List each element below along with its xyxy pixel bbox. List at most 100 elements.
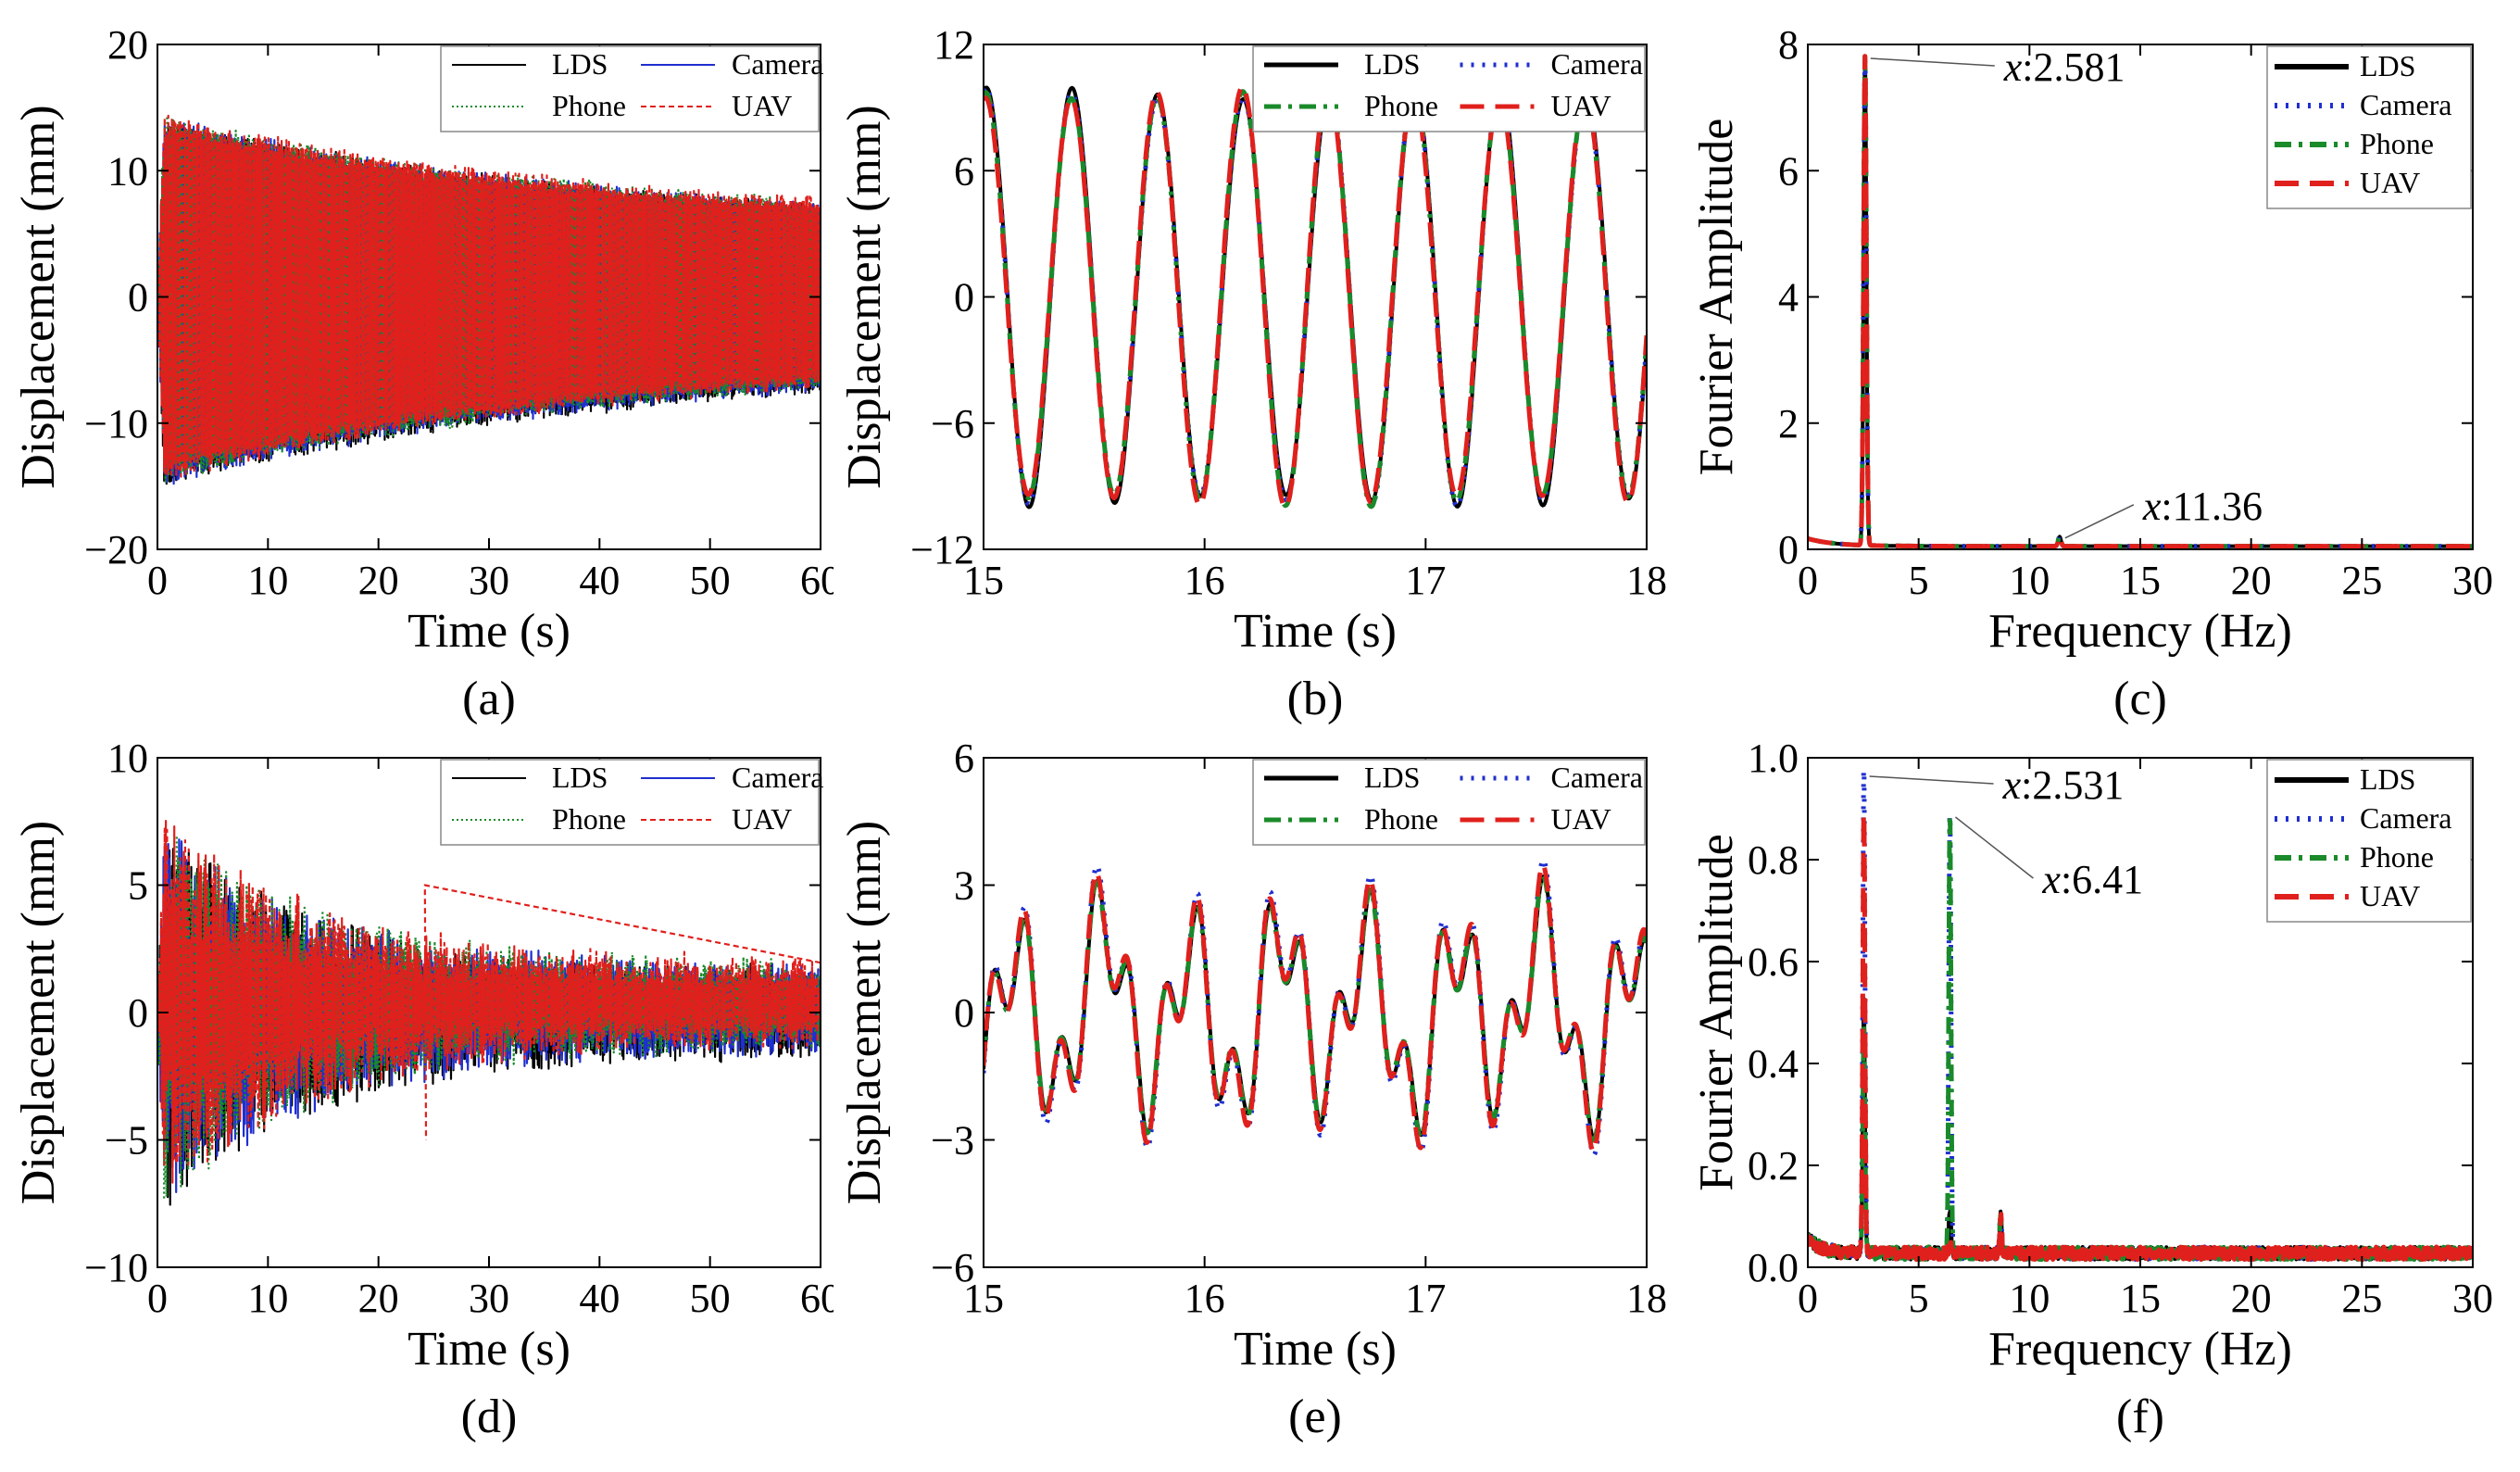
series-line-lds [1808, 997, 2473, 1262]
panel-caption: (e) [1288, 1390, 1342, 1443]
annotation-leader [1870, 57, 1995, 67]
y-tick-label: 0.0 [1748, 1245, 1799, 1290]
legend-label-uav: UAV [2360, 166, 2420, 199]
legend-label-lds: LDS [552, 47, 608, 81]
legend-box [1252, 45, 1646, 132]
x-tick-label: 60 [800, 1276, 834, 1321]
chart-panel-a: 0 10 20 30 40 50 60 20 10 0 −10 −20 Time (s) Displace… [12, 22, 834, 725]
legend-label-phone: Phone [1364, 89, 1438, 122]
y-tick-label: −6 [931, 401, 974, 447]
y-axis-label: Displacement (mm) [838, 821, 891, 1204]
x-tick-label: 16 [1185, 558, 1225, 603]
x-tick-label: 50 [690, 1276, 731, 1321]
plot-area-d [157, 820, 821, 1206]
x-axis-label: Time (s) [407, 1323, 570, 1376]
legend-label-lds: LDS [552, 761, 608, 794]
x-tick-label: 30 [469, 558, 509, 603]
y-tick-label: 3 [954, 863, 974, 909]
x-tick-label: 18 [1626, 1276, 1667, 1321]
legend-d: LDS Camera Phone UAV [440, 759, 824, 846]
legend-label-camera: Camera [1551, 761, 1644, 794]
legend-box [440, 759, 820, 846]
legend-label-uav: UAV [732, 802, 792, 836]
x-axis-label: Time (s) [1234, 1323, 1397, 1376]
legend-label-lds: LDS [1364, 761, 1420, 794]
y-tick-label: −10 [84, 401, 148, 447]
x-tick-label: 0 [1798, 1276, 1818, 1321]
y-tick-label: 1.0 [1748, 736, 1799, 781]
legend-b: LDS Camera Phone UAV [1252, 45, 1646, 132]
y-axis-label: Fourier Amplitude [1690, 119, 1743, 476]
y-tick-label: −10 [84, 1245, 148, 1290]
legend-label-camera: Camera [2360, 88, 2452, 121]
legend-e: LDS Camera Phone UAV [1252, 759, 1646, 846]
y-tick-label: 10 [107, 736, 148, 781]
x-tick-label: 10 [247, 1276, 288, 1321]
x-tick-label: 40 [579, 1276, 620, 1321]
legend-label-lds: LDS [2360, 49, 2415, 82]
y-tick-label: 0 [954, 990, 974, 1036]
y-tick-label: 8 [1778, 22, 1799, 68]
y-tick-label: −20 [84, 527, 148, 572]
annotation-label: x:2.531 [2002, 762, 2125, 808]
x-tick-label: 20 [2231, 1276, 2272, 1321]
series-line-uav [984, 862, 1647, 1154]
legend-label-camera: Camera [1551, 47, 1644, 81]
x-tick-label: 30 [2452, 558, 2493, 603]
x-tick-label: 0 [1798, 558, 1818, 603]
y-tick-label: 0.2 [1748, 1143, 1799, 1189]
legend-box [2266, 759, 2472, 923]
panel-caption: (f) [2116, 1390, 2164, 1443]
legend-label-lds: LDS [2360, 762, 2415, 796]
legend-a: LDS Camera Phone UAV [440, 45, 824, 132]
series-line-uav [157, 114, 821, 478]
x-axis-label: Frequency (Hz) [1988, 1323, 2292, 1376]
y-tick-label: 2 [1778, 401, 1799, 447]
x-tick-label: 18 [1626, 558, 1667, 603]
x-tick-label: 17 [1405, 1276, 1446, 1321]
x-axis-label: Time (s) [1234, 605, 1397, 658]
y-tick-label: 12 [934, 22, 974, 68]
x-tick-label: 10 [2009, 1276, 2050, 1321]
y-tick-label: 6 [954, 148, 974, 194]
legend-label-camera: Camera [732, 761, 824, 794]
x-axis-label: Frequency (Hz) [1988, 605, 2292, 658]
annotation-label: x:6.41 [2041, 857, 2143, 902]
y-tick-label: 5 [128, 863, 148, 909]
plot-area-b [984, 84, 1647, 510]
legend-label-phone: Phone [2360, 840, 2434, 874]
y-axis-label: Fourier Amplitude [1690, 834, 1743, 1191]
x-tick-label: 10 [2009, 558, 2050, 603]
legend-label-camera: Camera [732, 47, 824, 81]
y-tick-label: 6 [954, 736, 974, 781]
legend-f: LDS Camera Phone UAV [2266, 759, 2472, 923]
y-tick-label: 0.4 [1748, 1041, 1799, 1087]
series-line-uav [984, 84, 1647, 510]
x-tick-label: 50 [690, 558, 731, 603]
chart-panel-b: 15 16 17 18 12 6 0 −6 −12 Time (s) Displacement (m… [838, 22, 1667, 725]
x-tick-label: 15 [963, 1276, 1004, 1321]
panel-caption: (a) [462, 673, 516, 725]
legend-label-camera: Camera [2360, 801, 2452, 835]
x-axis-label: Time (s) [407, 605, 570, 658]
y-tick-label: 0 [1778, 527, 1799, 572]
y-tick-label: −12 [910, 527, 974, 572]
x-tick-label: 15 [2120, 1276, 2161, 1321]
legend-label-uav: UAV [1551, 89, 1611, 122]
x-tick-label: 5 [1909, 1276, 1929, 1321]
x-tick-label: 0 [147, 1276, 168, 1321]
y-tick-label: 0.8 [1748, 837, 1799, 883]
legend-label-phone: Phone [552, 802, 626, 836]
legend-label-uav: UAV [1551, 802, 1611, 836]
x-tick-label: 20 [2231, 558, 2272, 603]
x-tick-label: 25 [2341, 558, 2382, 603]
y-axis-label: Displacement (mm) [12, 821, 65, 1204]
x-tick-label: 30 [469, 1276, 509, 1321]
x-tick-label: 0 [147, 558, 168, 603]
y-tick-label: 20 [107, 22, 148, 68]
legend-label-phone: Phone [552, 89, 626, 122]
y-tick-label: 10 [107, 148, 148, 194]
annotation-label: x:11.36 [2142, 484, 2263, 529]
legend-box [1252, 759, 1646, 846]
legend-label-uav: UAV [2360, 879, 2420, 912]
